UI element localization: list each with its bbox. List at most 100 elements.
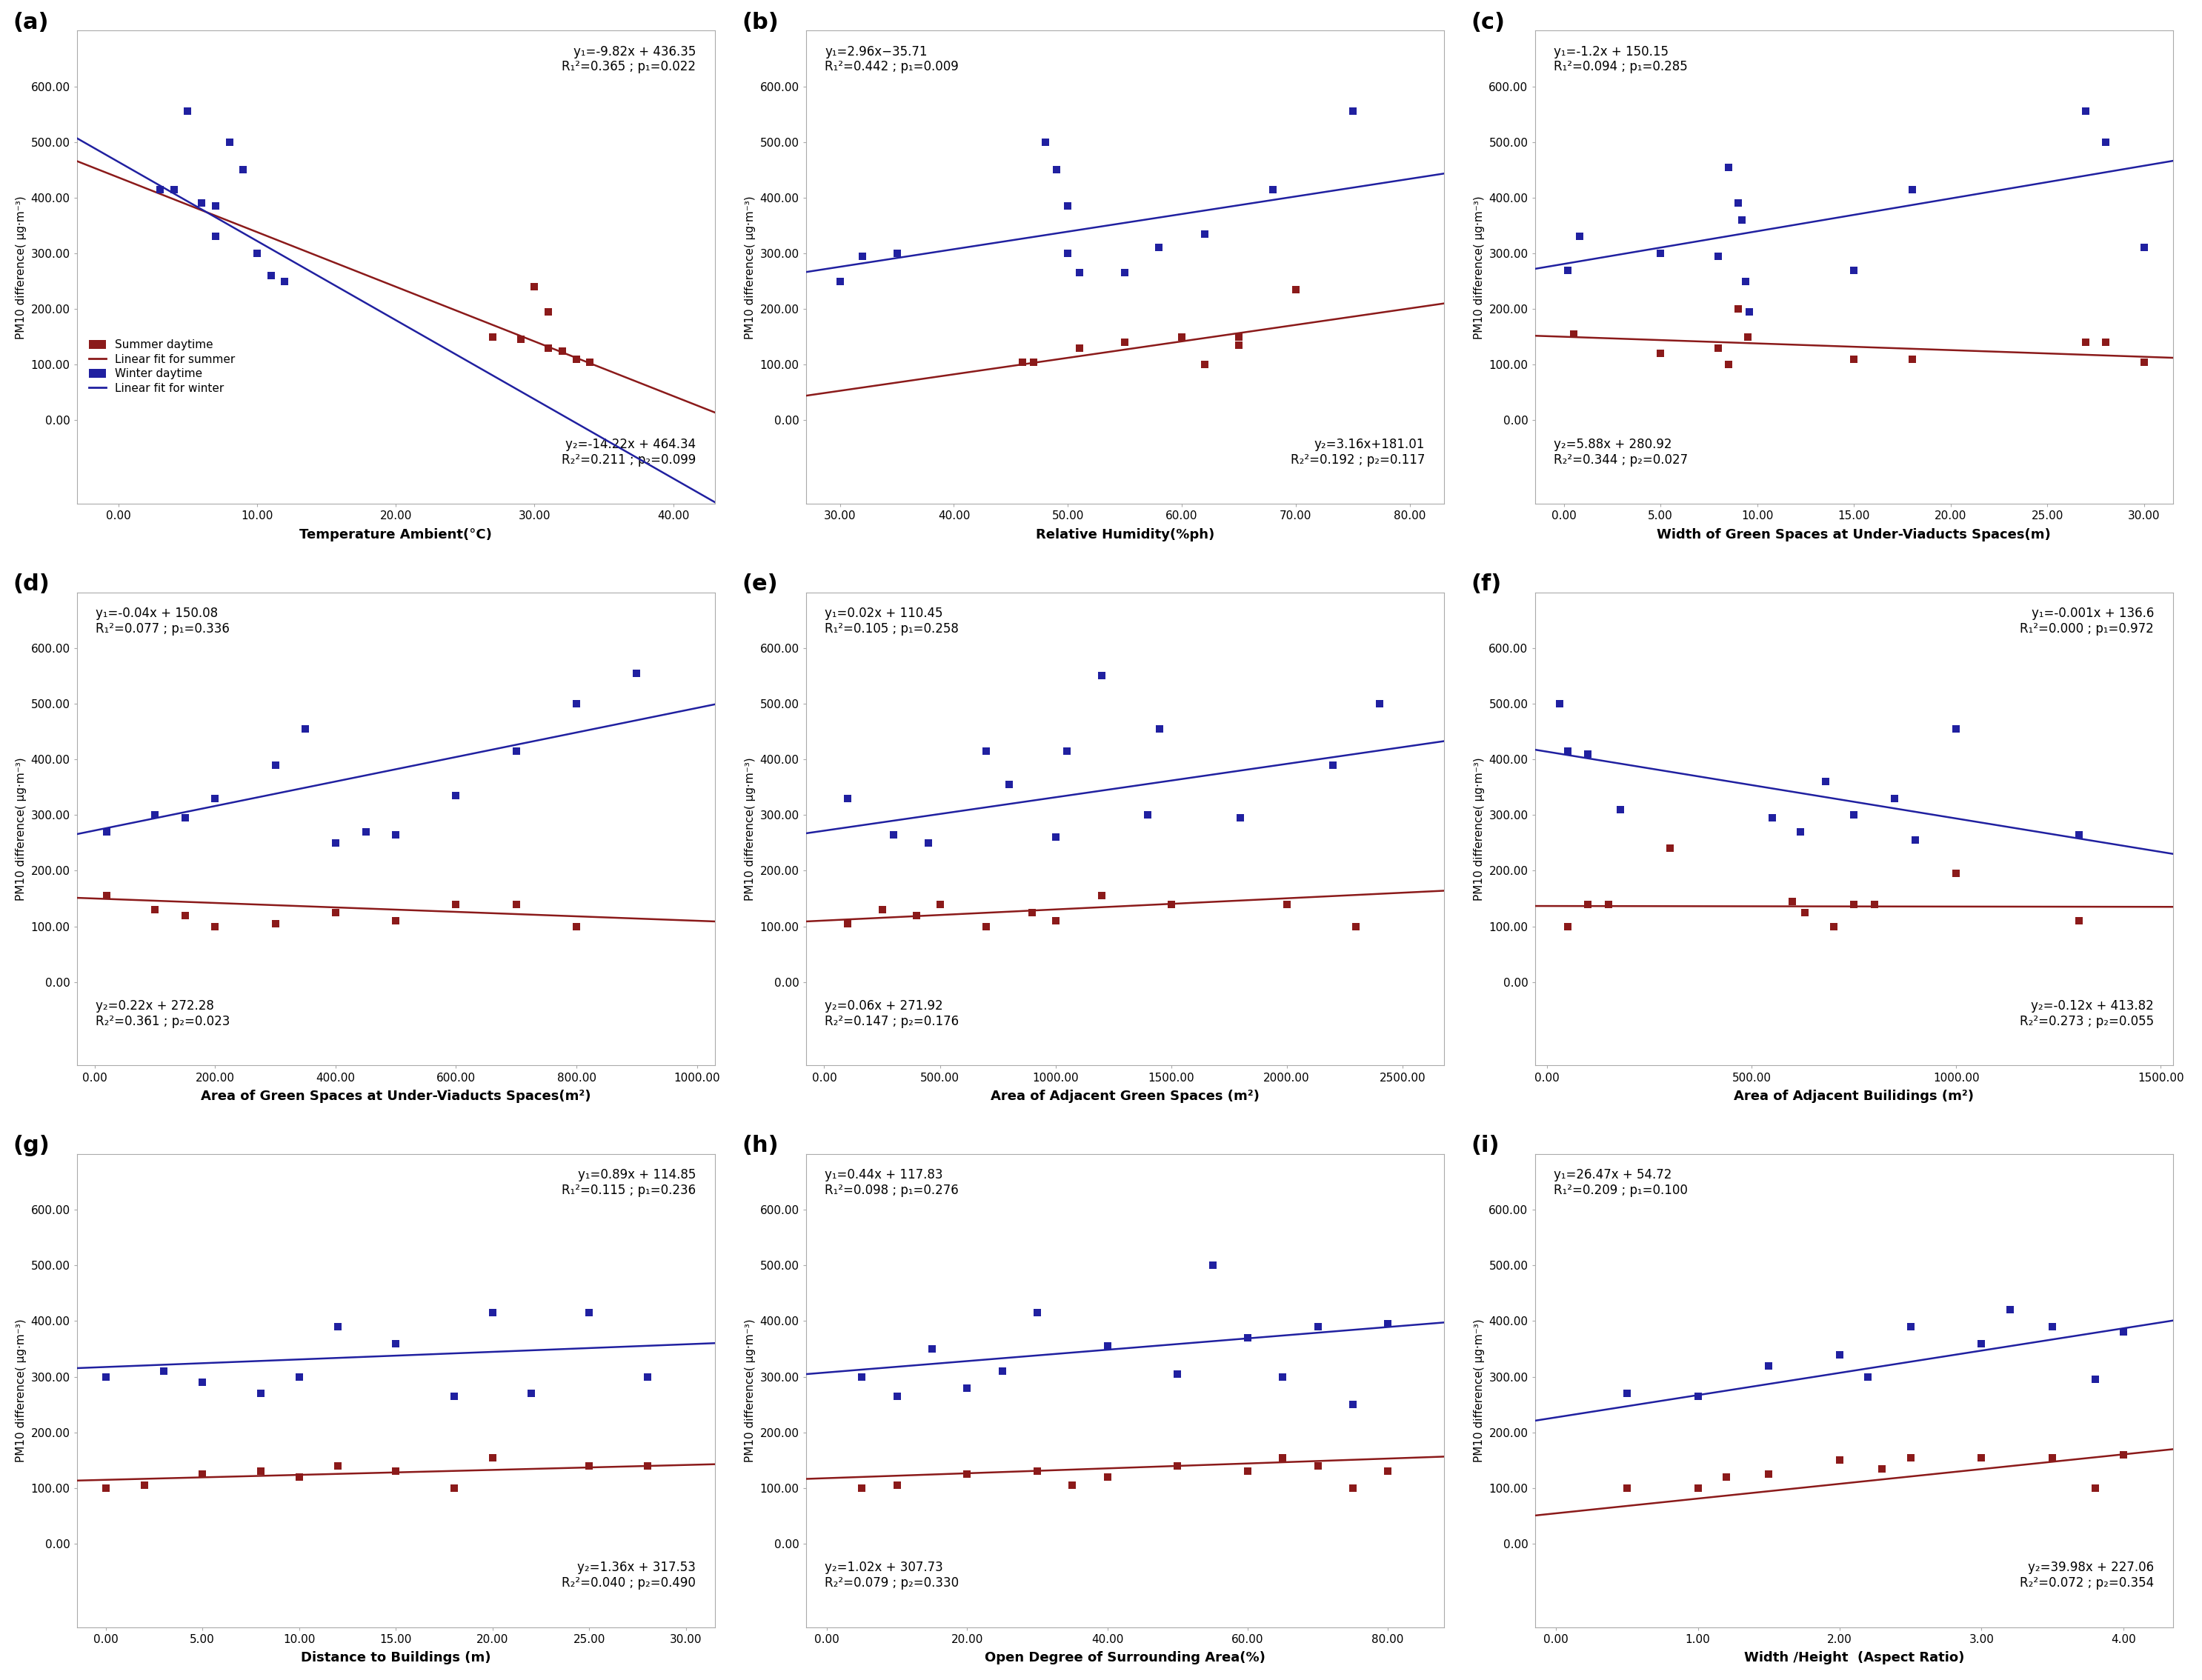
Point — [1878, 785, 1914, 811]
Point — [1603, 796, 1638, 823]
Point — [1315, 751, 1350, 778]
Y-axis label: PM10 difference( μg·m⁻³): PM10 difference( μg·m⁻³) — [1473, 1319, 1484, 1462]
Point — [379, 1458, 414, 1485]
Point — [253, 262, 288, 289]
Point — [88, 1475, 123, 1502]
Point — [198, 193, 233, 220]
X-axis label: Area of Adjacent Builidings (m²): Area of Adjacent Builidings (m²) — [1733, 1090, 1973, 1102]
Point — [1821, 1446, 1856, 1473]
X-axis label: Temperature Ambient(°C): Temperature Ambient(°C) — [299, 528, 491, 541]
Point — [1817, 912, 1852, 939]
Point — [1590, 890, 1625, 917]
Y-axis label: PM10 difference( μg·m⁻³): PM10 difference( μg·m⁻³) — [15, 1319, 26, 1462]
Point — [438, 890, 473, 917]
Point — [1550, 738, 1585, 764]
Point — [559, 346, 595, 373]
Point — [1755, 805, 1790, 832]
Point — [1050, 240, 1086, 267]
Y-axis label: PM10 difference( μg·m⁻³): PM10 difference( μg·m⁻³) — [744, 195, 755, 339]
Point — [498, 738, 533, 764]
Point — [1264, 1445, 1299, 1472]
Point — [242, 1379, 277, 1406]
Point — [843, 1362, 879, 1389]
Point — [242, 1458, 277, 1485]
Point — [1652, 835, 1687, 862]
Point — [258, 911, 293, 937]
Point — [1334, 1391, 1370, 1418]
Point — [319, 1314, 355, 1341]
Point — [573, 1453, 608, 1480]
Point — [1731, 323, 1766, 349]
Point — [830, 785, 865, 811]
Point — [185, 1460, 220, 1487]
Point — [1187, 220, 1222, 247]
Point — [137, 895, 172, 922]
Point — [531, 334, 566, 361]
Point — [2127, 348, 2162, 375]
Point — [1334, 1475, 1370, 1502]
Point — [1964, 1331, 1999, 1357]
Point — [1610, 1379, 1645, 1406]
Text: y₁=-9.82x + 436.35
R₁²=0.365 ; p₁=0.022: y₁=-9.82x + 436.35 R₁²=0.365 ; p₁=0.022 — [562, 45, 696, 74]
Point — [438, 783, 473, 810]
Text: (a): (a) — [13, 12, 48, 34]
Point — [1154, 890, 1189, 917]
Point — [2076, 1475, 2112, 1502]
Point — [969, 738, 1004, 764]
Point — [1850, 1362, 1885, 1389]
Point — [1731, 299, 1766, 326]
Point — [128, 1472, 163, 1499]
Point — [1898, 827, 1933, 853]
Point — [198, 223, 233, 250]
Point — [1334, 97, 1370, 124]
X-axis label: Area of Green Spaces at Under-Viaducts Spaces(m²): Area of Green Spaces at Under-Viaducts S… — [200, 1090, 590, 1102]
Point — [379, 822, 414, 848]
Point — [1061, 334, 1097, 361]
Point — [1108, 259, 1143, 286]
Point — [1964, 1445, 1999, 1472]
Point — [2087, 329, 2123, 356]
Point — [319, 1453, 355, 1480]
Point — [240, 240, 275, 267]
Point — [1894, 346, 1929, 373]
Point — [90, 818, 126, 845]
Point — [2105, 1319, 2140, 1346]
Point — [830, 911, 865, 937]
Point — [198, 912, 233, 939]
Point — [2035, 1314, 2070, 1341]
Text: y₂=3.16x+181.01
R₂²=0.192 ; p₂=0.117: y₂=3.16x+181.01 R₂²=0.192 ; p₂=0.117 — [1290, 437, 1425, 467]
Point — [476, 323, 511, 349]
Point — [573, 1299, 608, 1326]
Point — [912, 830, 947, 857]
Text: y₂=1.02x + 307.73
R₂²=0.079 ; p₂=0.330: y₂=1.02x + 307.73 R₂²=0.079 ; p₂=0.330 — [826, 1561, 960, 1589]
Y-axis label: PM10 difference( μg·m⁻³): PM10 difference( μg·m⁻³) — [15, 195, 26, 339]
Point — [1370, 1310, 1405, 1337]
Point — [1938, 716, 1973, 743]
Point — [225, 156, 260, 183]
Point — [379, 1331, 414, 1357]
X-axis label: Width of Green Spaces at Under-Viaducts Spaces(m): Width of Green Spaces at Under-Viaducts … — [1656, 528, 2050, 541]
Point — [1339, 912, 1374, 939]
Point — [1709, 1463, 1744, 1490]
Point — [1938, 860, 1973, 887]
Point — [1090, 1463, 1125, 1490]
Point — [1222, 331, 1257, 358]
Point — [1083, 662, 1119, 689]
Point — [1700, 242, 1735, 269]
Point — [288, 716, 324, 743]
Point — [517, 274, 553, 301]
Point — [1015, 348, 1050, 375]
Point — [1020, 1299, 1055, 1326]
Text: y₂=0.22x + 272.28
R₂²=0.361 ; p₂=0.023: y₂=0.22x + 272.28 R₂²=0.361 ; p₂=0.023 — [97, 1000, 231, 1028]
Point — [1039, 156, 1075, 183]
Point — [1610, 1475, 1645, 1502]
Point — [1570, 890, 1605, 917]
Point — [876, 822, 912, 848]
Point — [1724, 207, 1759, 234]
Text: y₁=0.02x + 110.45
R₁²=0.105 ; p₁=0.258: y₁=0.02x + 110.45 R₁²=0.105 ; p₁=0.258 — [826, 606, 958, 635]
Point — [630, 1362, 665, 1389]
Point — [170, 97, 205, 124]
Point — [90, 882, 126, 909]
Point — [1821, 1341, 1856, 1368]
Text: y₂=-0.12x + 413.82
R₂²=0.273 ; p₂=0.055: y₂=-0.12x + 413.82 R₂²=0.273 ; p₂=0.055 — [2019, 1000, 2154, 1028]
